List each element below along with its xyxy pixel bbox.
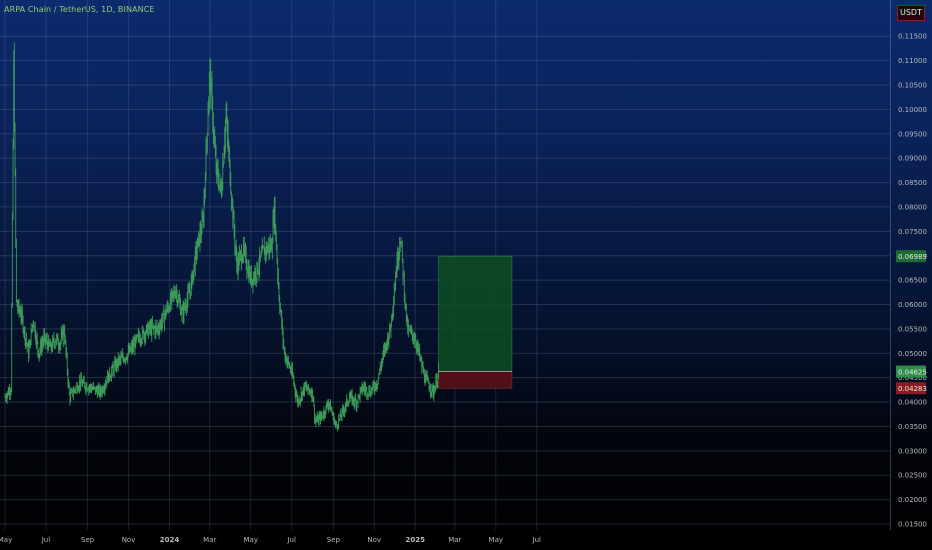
x-tick-label: 2024	[160, 536, 180, 544]
y-tick-label: 0.10000	[898, 106, 927, 114]
y-tick-label: 0.01500	[898, 521, 927, 529]
y-tick-label: 0.03000	[898, 447, 927, 455]
y-tick-label: 0.05500	[898, 325, 927, 333]
price-label-bg-stop	[896, 382, 926, 395]
y-tick-label: 0.09000	[898, 155, 927, 163]
y-tick-label: 0.07500	[898, 228, 927, 236]
currency-button[interactable]: USDT	[897, 5, 925, 21]
x-tick-label: May	[0, 536, 12, 544]
price-label-target: 0.06989	[898, 253, 927, 261]
x-tick-label: Jul	[532, 536, 542, 544]
x-tick-label: Sep	[327, 536, 341, 544]
x-tick-label: 2025	[405, 536, 425, 544]
x-tick-label: Sep	[81, 536, 95, 544]
x-tick-label: Jul	[41, 536, 51, 544]
y-tick-label: 0.06000	[898, 301, 927, 309]
x-tick-label: Nov	[122, 536, 136, 544]
chart-title: ARPA Chain / TetherUS, 1D, BINANCE	[4, 5, 155, 14]
price-label-bg-target	[896, 250, 926, 263]
y-tick-label: 0.11500	[898, 33, 927, 41]
candles	[4, 42, 439, 432]
x-tick-label: Mar	[203, 536, 216, 544]
y-tick-label: 0.05000	[898, 350, 927, 358]
y-tick-label: 0.11000	[898, 57, 927, 65]
stop-zone	[438, 371, 513, 389]
y-tick-label: 0.09500	[898, 130, 927, 138]
x-tick-label: May	[243, 536, 257, 544]
x-tick-label: Nov	[367, 536, 381, 544]
price-label-stop: 0.04283	[898, 385, 927, 393]
price-label-bg-entry	[896, 365, 926, 378]
y-tick-label: 0.04000	[898, 399, 927, 407]
y-tick-label: 0.06500	[898, 277, 927, 285]
y-tick-label: 0.04500	[898, 374, 927, 382]
x-tick-label: May	[489, 536, 503, 544]
y-tick-label: 0.08000	[898, 203, 927, 211]
y-tick-label: 0.08500	[898, 179, 927, 187]
y-tick-label: 0.02000	[898, 496, 927, 504]
x-tick-label: Jul	[286, 536, 296, 544]
y-tick-label: 0.03500	[898, 423, 927, 431]
x-tick-label: Mar	[448, 536, 461, 544]
y-tick-label: 0.10500	[898, 81, 927, 89]
price-label-entry: 0.04625	[898, 369, 927, 377]
target-zone	[438, 255, 513, 372]
y-tick-label: 0.02500	[898, 472, 927, 480]
